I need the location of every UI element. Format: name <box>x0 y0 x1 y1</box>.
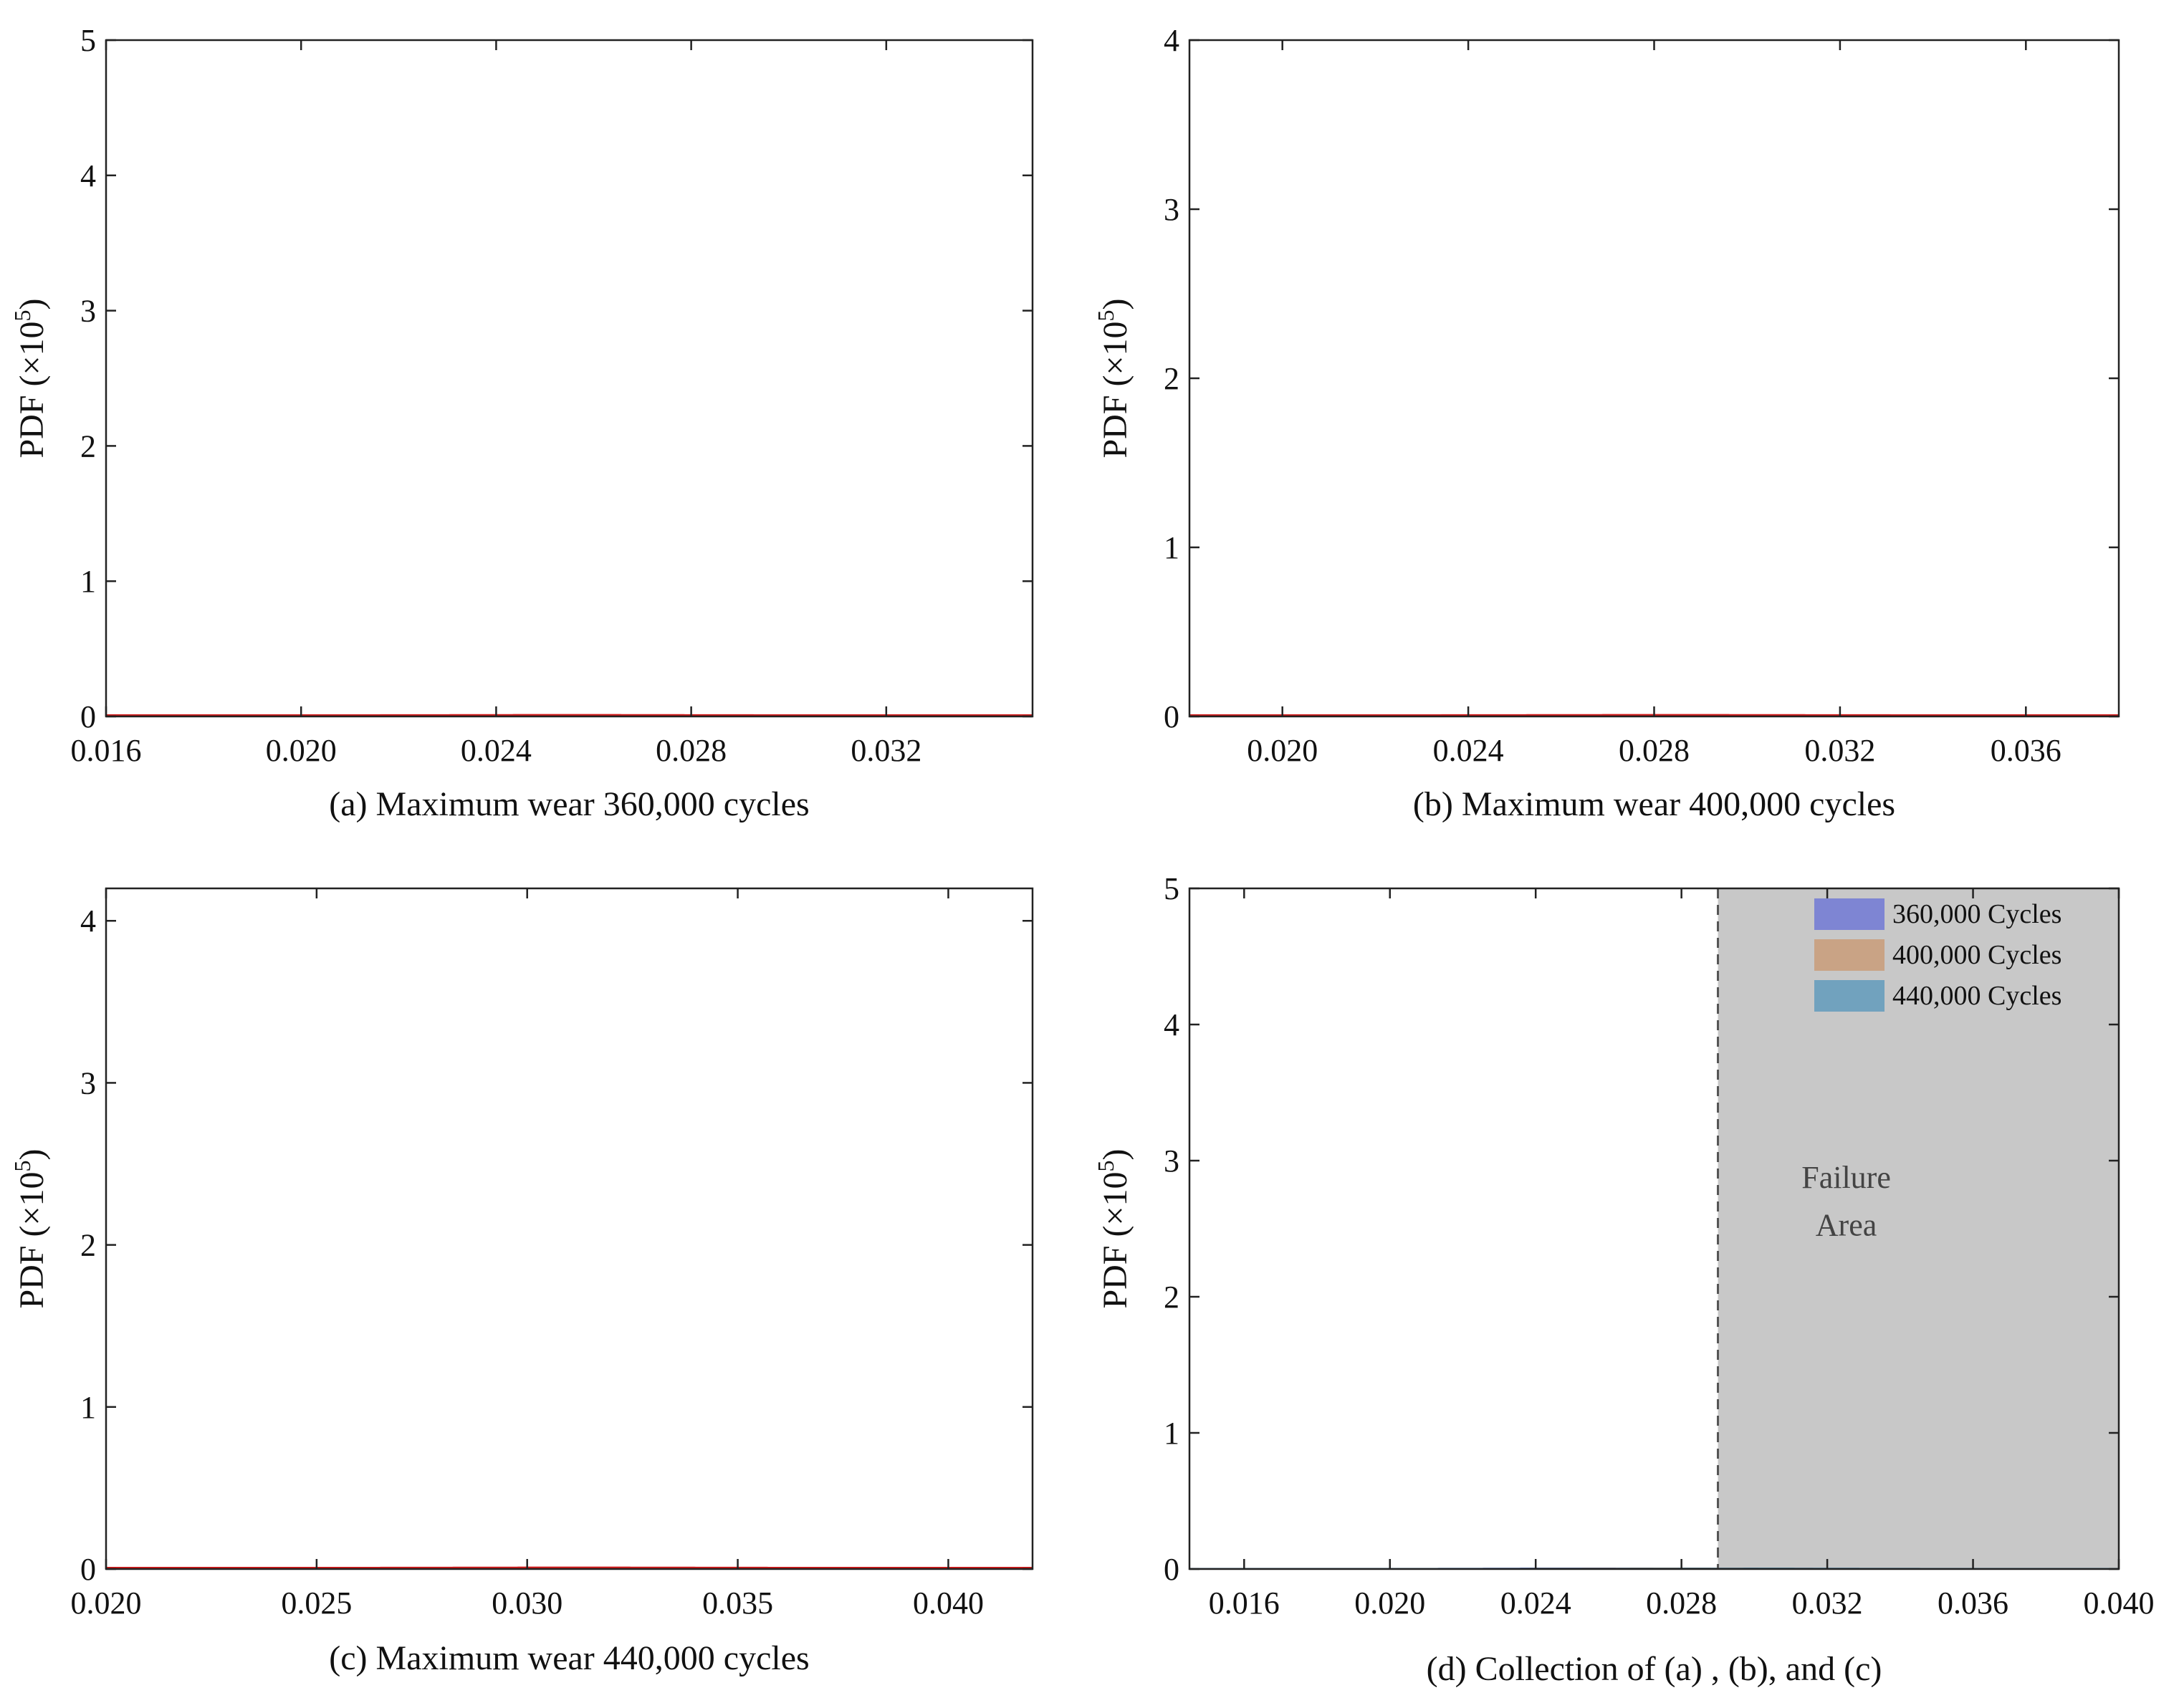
y-tick-label: 1 <box>80 1390 96 1425</box>
x-tick-label: 0.028 <box>1619 733 1690 768</box>
axes-frame <box>105 39 1034 718</box>
y-tick-label: 4 <box>80 903 96 939</box>
y-tick-label: 0 <box>80 1552 96 1587</box>
y-tick-label: 1 <box>1164 530 1179 565</box>
x-tick-label: 0.020 <box>1354 1585 1425 1621</box>
y-tick-label: 2 <box>1164 361 1179 396</box>
y-axis-label: PDF (×105) <box>1093 1148 1134 1308</box>
x-tick-label: 0.028 <box>1646 1585 1717 1621</box>
y-tick-label: 2 <box>80 428 96 464</box>
x-tick-label: 0.016 <box>71 733 142 768</box>
x-tick-label: 0.025 <box>281 1585 352 1621</box>
legend-label: 440,000 Cycles <box>1892 981 2061 1011</box>
x-tick-label: 0.020 <box>1247 733 1318 768</box>
failure-label: Area <box>1816 1208 1877 1243</box>
x-tick-label: 0.032 <box>1792 1585 1863 1621</box>
x-tick-label: 0.028 <box>656 733 727 768</box>
x-tick-label: 0.036 <box>1938 1585 2008 1621</box>
panel-caption: (c) Maximum wear 440,000 cycles <box>329 1639 809 1677</box>
axes-frame <box>1188 887 2120 1570</box>
y-axis-label: PDF (×105) <box>9 1148 51 1308</box>
x-tick-label: 0.016 <box>1209 1585 1280 1621</box>
y-tick-label: 2 <box>1164 1280 1179 1315</box>
panel-a: 0.016 0.020 0.024 0.028 0.032 0 1 2 3 4 5 PDF (×105… <box>9 23 1034 823</box>
y-tick-label: 0 <box>1164 699 1179 734</box>
panel-caption: (a) Maximum wear 360,000 cycles <box>329 785 809 823</box>
panel-caption: (b) Maximum wear 400,000 cycles <box>1413 785 1895 823</box>
x-tick-label: 0.024 <box>1500 1585 1571 1621</box>
x-tick-label: 0.024 <box>1433 733 1504 768</box>
y-tick-label: 5 <box>1164 871 1179 906</box>
y-tick-label: 4 <box>1164 23 1179 58</box>
failure-area <box>1718 888 2119 1569</box>
legend-swatch <box>1814 980 1885 1012</box>
x-tick-label: 0.032 <box>851 733 921 768</box>
x-tick-label: 0.040 <box>2084 1585 2155 1621</box>
x-tick-label: 0.036 <box>1991 733 2061 768</box>
y-tick-label: 0 <box>1164 1552 1179 1587</box>
legend-label: 400,000 Cycles <box>1892 940 2061 970</box>
y-tick-label: 4 <box>80 158 96 193</box>
panel-c: 0.020 0.025 0.030 0.035 0.040 0 1 2 3 4 PDF (×105)… <box>9 887 1034 1677</box>
y-tick-label: 0 <box>80 699 96 734</box>
legend: 360,000 Cycles 400,000 Cycles 440,000 Cycl… <box>1814 898 2061 1012</box>
panel-caption: (d) Collection of (a) , (b), and (c) <box>1427 1650 1882 1688</box>
x-tick-label: 0.040 <box>913 1585 984 1621</box>
x-tick-label: 0.024 <box>461 733 532 768</box>
legend-label: 360,000 Cycles <box>1892 899 2061 929</box>
y-tick-label: 5 <box>80 23 96 58</box>
y-axis-label: PDF (×105) <box>9 298 51 458</box>
y-tick-label: 2 <box>80 1228 96 1263</box>
y-tick-label: 3 <box>80 294 96 329</box>
axes-frame <box>105 887 1034 1570</box>
x-tick-label: 0.035 <box>702 1585 773 1621</box>
plot-area-d <box>1189 888 2119 1569</box>
axes-frame <box>1188 39 2120 718</box>
x-tick-label: 0.020 <box>71 1585 142 1621</box>
legend-swatch <box>1814 898 1885 930</box>
y-tick-label: 1 <box>80 564 96 599</box>
legend-swatch <box>1814 939 1885 971</box>
y-tick-label: 3 <box>1164 1143 1179 1179</box>
y-tick-label: 1 <box>1164 1416 1179 1451</box>
y-tick-label: 4 <box>1164 1007 1179 1042</box>
x-tick-label: 0.032 <box>1804 733 1875 768</box>
x-tick-label: 0.030 <box>492 1585 562 1621</box>
panel-b: 0.020 0.024 0.028 0.032 0.036 0 1 2 3 4 PDF (×105)… <box>1093 23 2120 823</box>
y-axis-label: PDF (×105) <box>1093 298 1134 458</box>
panel-d: Failure Area 0.016 0.020 0.024 0.028 0.032 0.03… <box>1093 871 2155 1688</box>
x-tick-label: 0.020 <box>266 733 337 768</box>
y-tick-label: 3 <box>80 1065 96 1100</box>
y-tick-label: 3 <box>1164 192 1179 227</box>
failure-label: Failure <box>1801 1160 1891 1195</box>
